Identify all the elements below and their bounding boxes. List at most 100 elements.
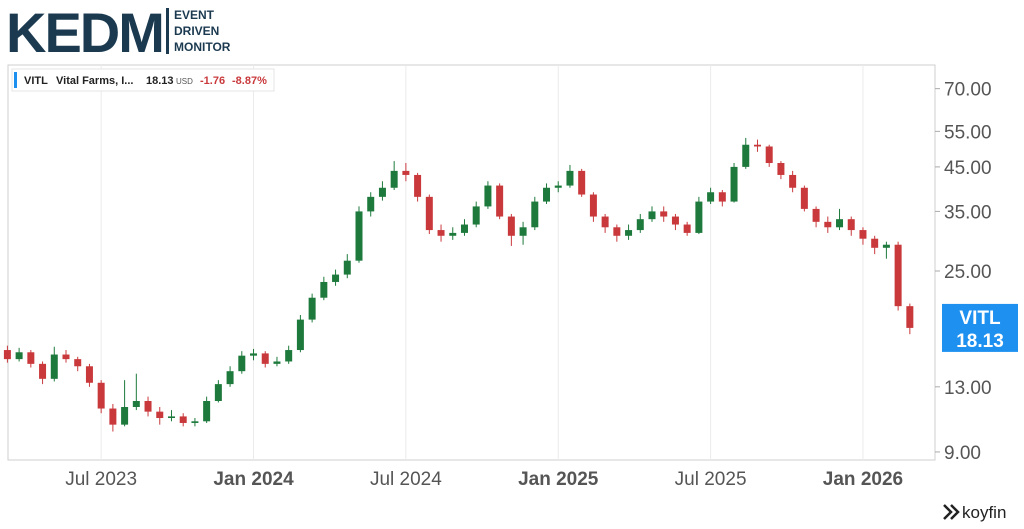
- candle-body: [753, 144, 761, 147]
- candle-body: [671, 216, 679, 225]
- candle-body: [378, 187, 386, 197]
- candle-body: [296, 319, 304, 351]
- candle-body: [847, 219, 855, 231]
- y-tick-label: 55.00: [944, 122, 992, 143]
- candle-body: [718, 192, 726, 202]
- legend-ticker: VITL: [24, 75, 48, 87]
- candle-body: [332, 274, 340, 282]
- candle-body: [601, 216, 609, 228]
- y-tick-label: 70.00: [944, 80, 992, 101]
- candle-body: [226, 371, 234, 385]
- candle-body: [460, 224, 468, 233]
- candle-body: [27, 352, 35, 364]
- candle-body: [683, 224, 691, 233]
- candle-body: [238, 355, 246, 372]
- candle-body: [648, 211, 656, 220]
- y-tick-label: 25.00: [944, 262, 992, 283]
- x-tick-label: Jan 2026: [823, 469, 903, 490]
- candle-body: [496, 185, 504, 217]
- candle-body: [85, 366, 93, 383]
- candle-body: [765, 146, 773, 164]
- candle-body: [742, 144, 750, 167]
- candle-body: [132, 400, 140, 408]
- candle-body: [50, 354, 58, 379]
- candle-body: [144, 400, 152, 412]
- candle-body: [554, 185, 562, 188]
- candle-body: [660, 211, 668, 217]
- candle-body: [519, 227, 527, 236]
- candle-body: [179, 416, 187, 423]
- candle-body: [613, 227, 621, 236]
- candle-body: [730, 166, 738, 202]
- candle-body: [273, 361, 281, 364]
- candle-body: [62, 354, 70, 360]
- candle-body: [882, 244, 890, 248]
- y-tick-label: 9.00: [944, 443, 981, 464]
- x-tick-label: Jul 2023: [65, 469, 137, 490]
- candle-body: [308, 297, 316, 320]
- candle-body: [390, 170, 398, 188]
- candle-body: [472, 206, 480, 225]
- candle-body: [578, 170, 586, 195]
- price-tag: [942, 303, 1018, 352]
- logo: KEDM: [6, 1, 163, 64]
- candle-body: [871, 238, 879, 248]
- candle-body: [97, 382, 105, 409]
- candle-body: [707, 192, 715, 202]
- candle-body: [543, 187, 551, 202]
- logo-tagline: DRIVEN: [174, 24, 219, 38]
- candle-body: [3, 350, 11, 360]
- legend-change-pct: -8.87%: [232, 75, 267, 87]
- candle-body: [402, 170, 410, 175]
- candle-body: [39, 363, 47, 379]
- logo-tagline: MONITOR: [174, 40, 231, 54]
- logo-divider: [166, 8, 169, 54]
- x-tick-label: Jul 2025: [675, 469, 747, 490]
- y-tick-label: 35.00: [944, 202, 992, 223]
- candle-body: [625, 230, 633, 236]
- candle-body: [191, 421, 199, 423]
- candle-body: [531, 201, 539, 228]
- candle-body: [589, 194, 597, 217]
- candle-body: [109, 408, 117, 425]
- candle-body: [15, 352, 23, 360]
- plot-frame: [7, 64, 936, 461]
- candle-body: [507, 216, 515, 236]
- candle-body: [695, 201, 703, 233]
- candle-body: [343, 260, 351, 275]
- source-icon: [943, 504, 960, 520]
- candle-body: [285, 350, 293, 362]
- logo-tagline: EVENT: [174, 8, 215, 22]
- candle-body: [214, 384, 222, 401]
- candle-body: [636, 219, 644, 231]
- candle-body: [156, 411, 164, 419]
- candle-body: [800, 187, 808, 209]
- legend-price: 18.13: [146, 75, 174, 87]
- legend-currency: USD: [176, 77, 193, 86]
- candle-body: [203, 400, 211, 422]
- price-tag-ticker: VITL: [959, 308, 1001, 329]
- candle-body: [484, 185, 492, 207]
- candle-body: [74, 359, 82, 367]
- candle-body: [566, 170, 574, 186]
- candle-body: [836, 219, 844, 228]
- candle-body: [250, 353, 258, 356]
- x-tick-label: Jul 2024: [370, 469, 442, 490]
- candle-body: [812, 208, 820, 222]
- candle-body: [859, 230, 867, 239]
- y-tick-label: 45.00: [944, 158, 992, 179]
- candle-body: [449, 232, 457, 236]
- candle-body: [355, 211, 363, 261]
- legend-marker: [14, 72, 17, 88]
- candle-body: [824, 221, 832, 228]
- source: koyfin: [962, 503, 1006, 522]
- y-tick-label: 13.00: [944, 378, 992, 399]
- legend-box: [11, 68, 275, 92]
- candle-body: [367, 196, 375, 212]
- candle-body: [894, 244, 902, 307]
- legend-name: Vital Farms, I...: [56, 75, 133, 87]
- candle-body: [789, 174, 797, 188]
- candle-body: [437, 230, 445, 236]
